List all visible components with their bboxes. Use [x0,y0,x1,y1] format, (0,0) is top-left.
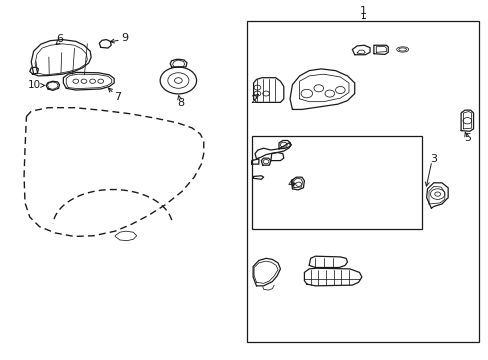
Text: 3: 3 [429,154,436,164]
Text: 9: 9 [121,33,128,43]
Text: 10: 10 [28,80,41,90]
Text: 4: 4 [287,179,294,189]
Text: 6: 6 [57,34,63,44]
Text: 5: 5 [463,133,470,143]
Text: 8: 8 [177,98,184,108]
Text: 2: 2 [250,95,257,104]
Text: 7: 7 [114,92,121,102]
Text: 1: 1 [359,6,366,16]
Bar [246,21,478,342]
Bar [251,136,421,229]
